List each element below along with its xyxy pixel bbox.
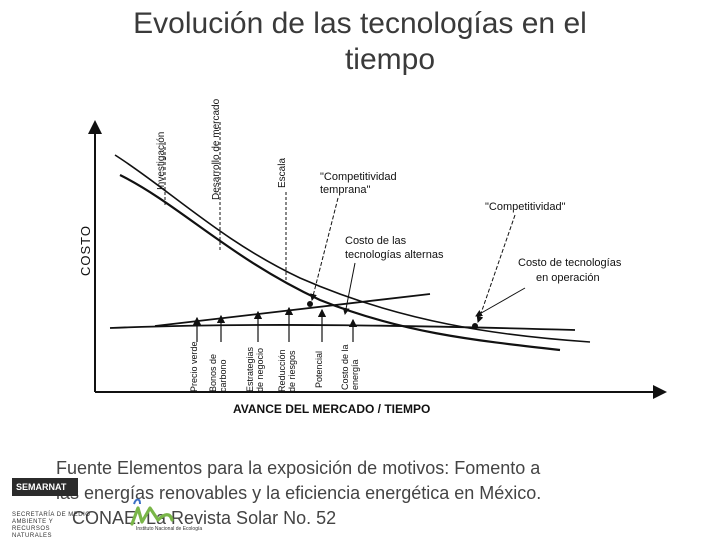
- semarnat-logo: SEMARNAT SECRETARÍA DE MEDIO AMBIENTE Y …: [12, 478, 132, 539]
- ine-logo-text: Instituto Nacional de Ecología: [136, 526, 203, 532]
- pointer-costo-alternas: [342, 262, 356, 315]
- label-costo-tecnologias-alternas: Costo de las tecnologías alternas: [345, 235, 444, 261]
- label-competitividad-temprana: "Competitividad temprana": [320, 171, 400, 196]
- label-costo-energia: Costo de la energía: [340, 342, 360, 390]
- pointer-competitividad: [476, 214, 516, 323]
- intersection-point-1: [307, 301, 313, 307]
- label-desarrollo-mercado: Desarrollo de mercado: [211, 98, 222, 200]
- ine-mark-icon: [130, 498, 174, 526]
- label-costo-tecnologias-operacion: Costo de tecnologías en operación: [518, 257, 624, 284]
- ine-logo: Instituto Nacional de Ecología: [128, 494, 218, 536]
- semarnat-logo-subtitle: SECRETARÍA DE MEDIO AMBIENTE Y RECURSOS …: [12, 512, 91, 539]
- label-estrategias-negocio: Estrategias de negocio: [245, 344, 265, 392]
- source-line-2: las energías renovables y la eficiencia …: [56, 483, 542, 503]
- curve-upper: [114, 154, 591, 343]
- intersection-point-2: [472, 323, 478, 329]
- page-title: Evolución de las tecnologías en el tiemp…: [0, 6, 720, 78]
- label-potencial: Potencial: [314, 351, 324, 388]
- label-bonos-carbono: Bonos de carbono: [208, 351, 228, 392]
- label-escala: Escala: [277, 158, 288, 188]
- title-line-2: tiempo: [344, 43, 436, 76]
- y-axis-label: COSTO: [78, 225, 93, 276]
- label-investigacion: Investigación: [156, 132, 167, 190]
- label-competitividad: "Competitividad": [485, 201, 566, 213]
- label-precio-verde: Precio verde: [189, 341, 199, 392]
- pointer-competitividad-temprana: [310, 197, 339, 301]
- source-line-1: Fuente Elementos para la exposición de m…: [56, 458, 541, 478]
- title-line-1: Evolución de las tecnologías en el: [133, 7, 587, 40]
- curve-operating-technologies: [109, 324, 576, 331]
- label-reduccion-riesgos: Reducción de riesgos: [277, 347, 297, 392]
- pointer-costo-operacion: [475, 287, 526, 317]
- x-axis-label: AVANCE DEL MERCADO / TIEMPO: [233, 402, 430, 416]
- curve-alternative-technologies: [119, 174, 561, 352]
- source-citation: Fuente Elementos para la exposición de m…: [56, 456, 696, 531]
- semarnat-logo-box: SEMARNAT: [12, 478, 78, 496]
